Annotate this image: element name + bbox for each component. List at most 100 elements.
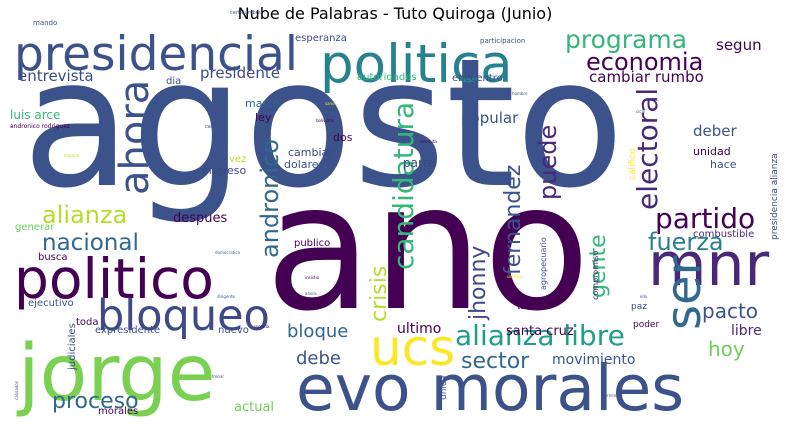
- word-ejecutivo: ejecutivo: [28, 298, 74, 309]
- word-expresidente: expresidente: [95, 325, 160, 336]
- word-espacio: espacio: [64, 153, 80, 158]
- word-dolares: dolares: [284, 158, 325, 171]
- word-parte: parte: [403, 156, 435, 170]
- word-dia: dia: [166, 76, 181, 87]
- word-hoy: hoy: [708, 337, 745, 361]
- word-bloque: bloque: [287, 321, 348, 342]
- word-publico: publico: [294, 238, 330, 249]
- word-movimiento: movimiento: [552, 352, 635, 368]
- word-gente: gente: [586, 234, 611, 298]
- word-alianza-libre: alianza libre: [455, 319, 625, 352]
- word-unidad: unidad: [693, 145, 731, 158]
- word-ustedes: ustedes: [507, 274, 523, 279]
- word-popular: popular: [461, 109, 519, 127]
- word-encuentro: encuentro: [452, 73, 503, 84]
- word-presidencia-alianza: presidencia alianza: [770, 153, 780, 240]
- word-cambiar-rumbo: cambiar rumbo: [589, 68, 704, 86]
- word-certidumbre: certidumbre: [230, 10, 261, 16]
- word-bloqueo: bloqueo: [97, 291, 270, 341]
- word-busca: busca: [38, 252, 68, 263]
- word-ciclo: ciclo: [636, 109, 646, 114]
- word-mando: mando: [33, 19, 57, 27]
- word-dos: dos: [333, 131, 353, 144]
- word-fernandez: fernandez: [501, 165, 526, 275]
- word-generar: generar: [15, 222, 55, 233]
- word-nuevo: nuevo: [218, 325, 249, 336]
- word-jhonny: jhonny: [466, 246, 491, 321]
- word-segun: segun: [716, 36, 762, 54]
- word-crisis: crisis: [367, 266, 392, 322]
- word-ser: ser: [656, 255, 712, 330]
- word-electoral: electoral: [631, 88, 664, 210]
- word-insistio: insistio: [305, 275, 320, 280]
- word-recorda: recorda: [254, 324, 270, 329]
- word-paz: paz: [631, 302, 647, 312]
- word-alianza: alianza: [42, 201, 127, 229]
- word-puede: puede: [534, 125, 562, 200]
- word-cambiar: cambiar: [288, 146, 333, 159]
- word-politica: politica: [320, 34, 513, 95]
- word-toda: toda: [76, 317, 99, 328]
- word-poder: poder: [633, 320, 659, 330]
- word-frenar: frenar: [212, 374, 224, 379]
- word-congreso: congreso: [196, 164, 247, 177]
- word-santa-cruz: santa cruz: [506, 324, 574, 339]
- word-economia: economia: [586, 48, 703, 76]
- word-ano: ano: [265, 147, 590, 350]
- word-fuerza: fuerza: [648, 228, 724, 256]
- word-proceso: proceso: [52, 389, 139, 414]
- word-ucs: ucs: [370, 319, 455, 377]
- word-nacional: nacional: [42, 230, 139, 256]
- word-marco: marco: [245, 97, 280, 110]
- word-ahora: ahora: [305, 291, 317, 296]
- word-morales: morales: [98, 406, 138, 417]
- word-cara: cara: [205, 124, 216, 130]
- word-sano: sano: [325, 101, 335, 106]
- word-candidatura: candidatura: [387, 102, 420, 270]
- word-agropecuario: agropecuario: [539, 237, 548, 290]
- word-jorge: jorge: [16, 329, 216, 419]
- word-entrevista: entrevista: [18, 67, 94, 85]
- word-ello: ello: [640, 294, 648, 299]
- word-deber: deber: [693, 122, 738, 140]
- word-ultimo: ultimo: [397, 321, 441, 337]
- word-presidente: presidente: [200, 64, 280, 82]
- chart-title: Nube de Palabras - Tuto Quiroga (Junio): [237, 4, 553, 23]
- word-democratica: democratica: [215, 250, 241, 255]
- word-participacion: participacion: [480, 37, 525, 45]
- word-andronico-rodriguez: andronico rodriguez: [10, 123, 70, 130]
- word-voto: voto: [388, 84, 410, 95]
- word-unica: unica: [439, 376, 449, 400]
- word-andronico: andronico: [256, 139, 284, 258]
- word-compromiso: compromiso: [591, 251, 600, 300]
- word-libre: libre: [731, 323, 762, 339]
- word-tse: tse: [517, 302, 531, 312]
- word-partido: partido: [655, 202, 755, 235]
- word-vez: vez: [229, 154, 246, 165]
- word-luis-arce: luis arce: [10, 108, 60, 122]
- word-judiciales: judiciales: [67, 323, 78, 371]
- word-autoridades: autoridades: [357, 72, 417, 83]
- word-cansados: cansados: [14, 381, 19, 400]
- word-politico: politico: [14, 247, 214, 311]
- word-hace: hace: [710, 158, 737, 171]
- word-mnr: mnr: [648, 230, 769, 300]
- word-sector: sector: [461, 349, 530, 374]
- word-hombre: hombre: [512, 91, 528, 96]
- word-debe: debe: [296, 348, 341, 369]
- word-presidencial: presidencial: [14, 27, 298, 82]
- word-boliviano: boliviano: [316, 118, 335, 123]
- word-califico: califico: [628, 148, 638, 180]
- word-combustible: combustible: [693, 229, 754, 240]
- word-agosto: agosto: [22, 20, 624, 227]
- word-actual: actual: [234, 400, 274, 415]
- word-evo-morales: evo morales: [296, 352, 684, 425]
- word-ahora: ahora: [112, 80, 158, 195]
- word-programa: programa: [565, 25, 687, 54]
- word-ley: ley: [255, 111, 272, 124]
- word-esperanza: esperanza: [295, 33, 347, 44]
- word-pacto: pacto: [702, 299, 758, 323]
- word-termino: termino: [603, 393, 619, 398]
- word-dirigente: dirigente: [217, 294, 236, 299]
